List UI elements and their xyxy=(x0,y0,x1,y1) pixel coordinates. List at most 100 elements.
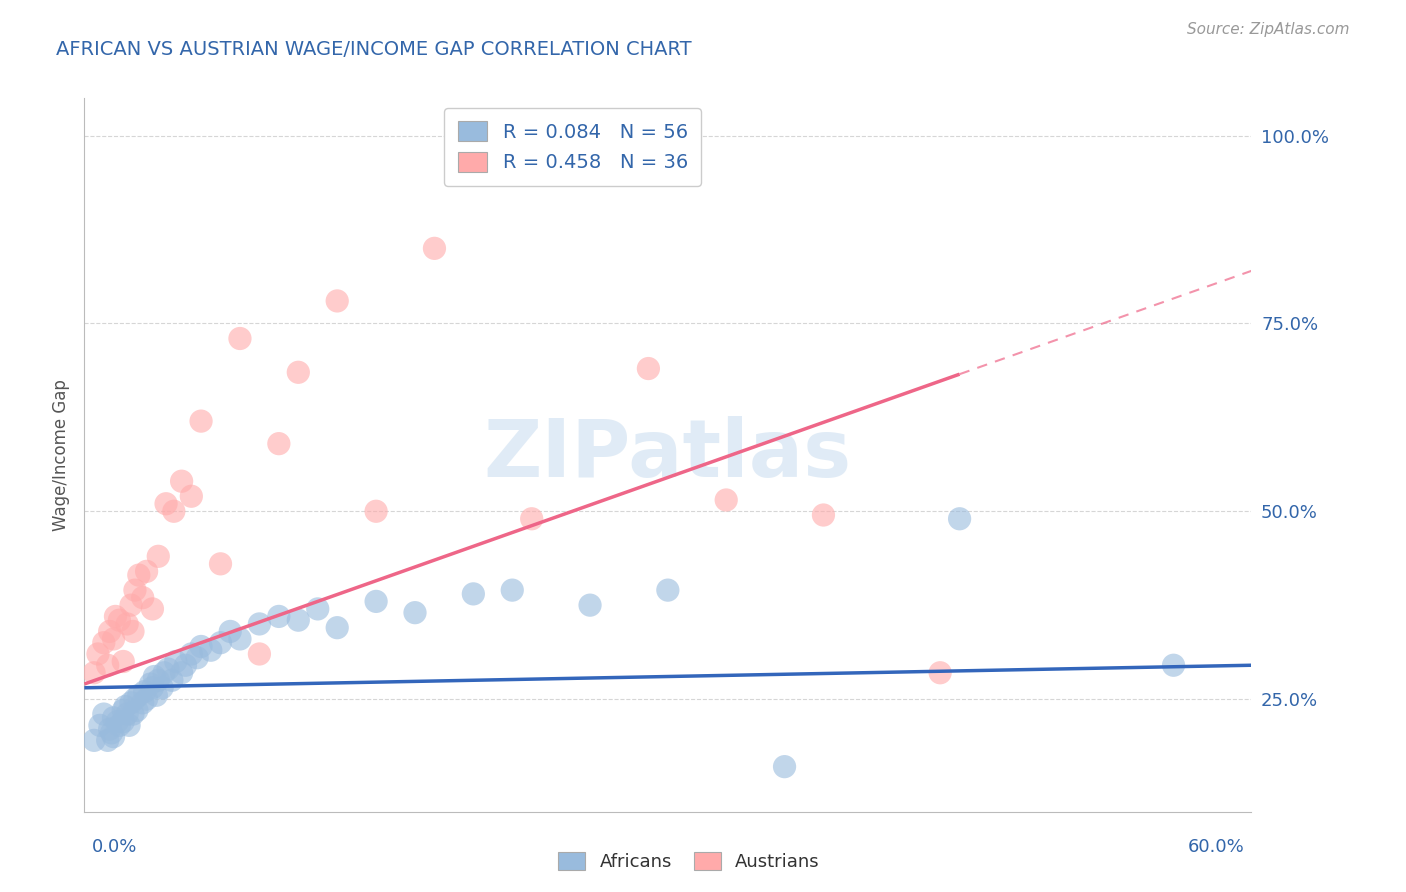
Point xyxy=(307,602,329,616)
Point xyxy=(112,703,135,717)
Point xyxy=(103,632,125,646)
Point xyxy=(174,658,197,673)
Point xyxy=(657,583,679,598)
Point xyxy=(1163,658,1185,673)
Point xyxy=(219,624,242,639)
Point xyxy=(170,665,193,680)
Point xyxy=(115,616,138,631)
Point xyxy=(148,549,170,564)
Y-axis label: Wage/Income Gap: Wage/Income Gap xyxy=(52,379,70,531)
Point xyxy=(163,504,186,518)
Point xyxy=(170,474,193,488)
Point xyxy=(120,598,142,612)
Text: 0.0%: 0.0% xyxy=(91,838,136,855)
Point xyxy=(139,677,162,691)
Point xyxy=(209,636,232,650)
Point xyxy=(637,361,659,376)
Point xyxy=(155,497,177,511)
Point xyxy=(813,508,835,522)
Point xyxy=(156,662,179,676)
Point xyxy=(160,673,183,688)
Point xyxy=(180,489,202,503)
Point xyxy=(716,493,738,508)
Point xyxy=(463,587,485,601)
Text: Source: ZipAtlas.com: Source: ZipAtlas.com xyxy=(1187,22,1350,37)
Point xyxy=(135,692,157,706)
Point xyxy=(87,647,110,661)
Point xyxy=(200,643,222,657)
Point xyxy=(98,624,121,639)
Text: 60.0%: 60.0% xyxy=(1188,838,1244,855)
Point xyxy=(100,726,122,740)
Point xyxy=(423,241,446,255)
Point xyxy=(124,692,146,706)
Point xyxy=(143,669,166,683)
Point xyxy=(128,568,150,582)
Point xyxy=(128,688,150,702)
Point xyxy=(229,632,252,646)
Text: AFRICAN VS AUSTRIAN WAGE/INCOME GAP CORRELATION CHART: AFRICAN VS AUSTRIAN WAGE/INCOME GAP CORR… xyxy=(56,40,692,59)
Point xyxy=(89,718,111,732)
Point xyxy=(132,696,155,710)
Point xyxy=(326,293,349,308)
Point xyxy=(97,658,120,673)
Point xyxy=(180,647,202,661)
Point xyxy=(124,583,146,598)
Point xyxy=(267,609,290,624)
Point xyxy=(579,598,602,612)
Point xyxy=(122,707,145,722)
Point xyxy=(103,711,125,725)
Point xyxy=(326,621,349,635)
Point xyxy=(520,512,543,526)
Point xyxy=(929,665,952,680)
Point xyxy=(108,613,131,627)
Point xyxy=(186,650,208,665)
Point xyxy=(773,759,796,773)
Point xyxy=(112,655,135,669)
Point xyxy=(132,591,155,605)
Point xyxy=(404,606,426,620)
Point xyxy=(165,655,187,669)
Point xyxy=(108,718,131,732)
Point xyxy=(141,681,163,695)
Point xyxy=(134,684,156,698)
Point xyxy=(366,594,388,608)
Point xyxy=(267,436,290,450)
Point xyxy=(190,414,212,428)
Point xyxy=(115,707,138,722)
Point xyxy=(209,557,232,571)
Point xyxy=(97,733,120,747)
Point xyxy=(83,733,105,747)
Point xyxy=(125,703,148,717)
Point xyxy=(287,613,309,627)
Point xyxy=(104,609,127,624)
Point xyxy=(153,665,176,680)
Point xyxy=(249,616,271,631)
Text: ZIPatlas: ZIPatlas xyxy=(484,416,852,494)
Point xyxy=(120,696,142,710)
Point xyxy=(249,647,271,661)
Legend: Africans, Austrians: Africans, Austrians xyxy=(551,845,827,879)
Point xyxy=(93,707,115,722)
Point xyxy=(83,665,105,680)
Point xyxy=(148,673,170,688)
Point xyxy=(93,636,115,650)
Point xyxy=(112,714,135,729)
Point xyxy=(141,602,163,616)
Point xyxy=(107,714,129,729)
Point xyxy=(366,504,388,518)
Legend: R = 0.084   N = 56, R = 0.458   N = 36: R = 0.084 N = 56, R = 0.458 N = 36 xyxy=(444,108,702,186)
Point xyxy=(135,565,157,579)
Point xyxy=(145,688,167,702)
Point xyxy=(103,730,125,744)
Point xyxy=(118,718,141,732)
Point xyxy=(114,699,136,714)
Point xyxy=(229,331,252,345)
Point xyxy=(98,722,121,736)
Point xyxy=(190,640,212,654)
Point xyxy=(287,365,309,379)
Point xyxy=(501,583,523,598)
Point xyxy=(949,512,972,526)
Point xyxy=(150,681,173,695)
Point xyxy=(122,624,145,639)
